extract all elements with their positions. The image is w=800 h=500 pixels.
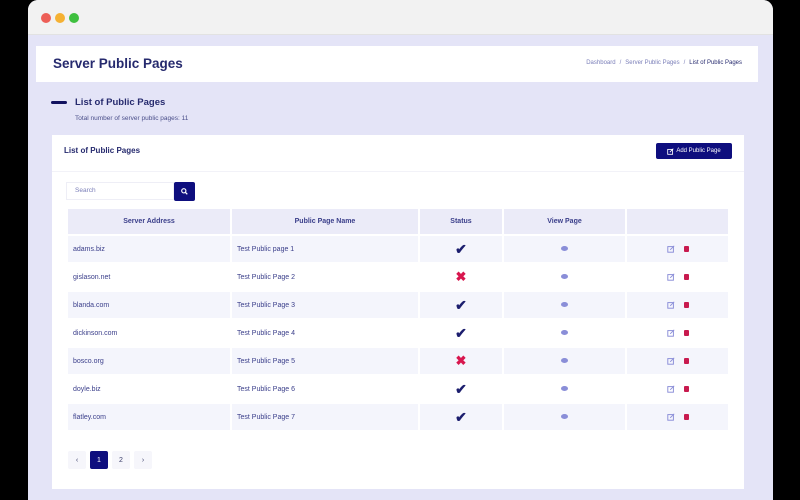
section-bar-icon: [51, 101, 67, 104]
table-row: flatley.com Test Public Page 7 ✔: [68, 404, 728, 430]
breadcrumb-dashboard[interactable]: Dashboard: [586, 60, 616, 66]
page-name: Test Public Page 6: [232, 376, 418, 402]
server-address: bosco.org: [68, 348, 230, 374]
page-1-button[interactable]: 1: [90, 451, 108, 469]
edit-icon[interactable]: [666, 301, 675, 309]
breadcrumb-server-public-pages[interactable]: Server Public Pages: [625, 60, 680, 66]
view-eye-icon[interactable]: [561, 413, 568, 419]
view-eye-icon[interactable]: [561, 329, 568, 335]
page-2-button[interactable]: 2: [112, 451, 130, 469]
status-inactive-x-icon: ✖: [455, 353, 467, 368]
delete-trash-icon[interactable]: [683, 386, 689, 392]
column-header-server-address: Server Address: [68, 209, 230, 234]
view-eye-icon[interactable]: [561, 245, 568, 251]
page-name: Test Public page 1: [232, 236, 418, 262]
table-row: bosco.org Test Public Page 5 ✖: [68, 348, 728, 374]
column-header-view-page: View Page: [504, 209, 625, 234]
close-window-button[interactable]: [41, 13, 51, 23]
search-input[interactable]: Search: [66, 182, 174, 200]
status-active-check-icon: ✔: [455, 240, 467, 257]
edit-icon[interactable]: [666, 357, 675, 365]
card-title: List of Public Pages: [64, 146, 141, 155]
edit-icon[interactable]: [666, 245, 675, 253]
breadcrumb: Dashboard / Server Public Pages / List of Pu…: [586, 60, 742, 66]
edit-icon[interactable]: [666, 329, 675, 337]
public-pages-card: List of Public Pages Add Public Page Sea…: [52, 135, 744, 489]
column-header-page-name: Public Page Name: [232, 209, 418, 234]
page-title: Server Public Pages: [53, 56, 183, 71]
server-address: flatley.com: [68, 404, 230, 430]
server-address: gislason.net: [68, 264, 230, 290]
server-address: blanda.com: [68, 292, 230, 318]
breadcrumb-current: List of Public Pages: [689, 60, 742, 66]
table-row: dickinson.com Test Public Page 4 ✔: [68, 320, 728, 346]
server-address: dickinson.com: [68, 320, 230, 346]
edit-icon: [667, 147, 674, 155]
maximize-window-button[interactable]: [69, 13, 79, 23]
delete-trash-icon[interactable]: [683, 274, 689, 280]
edit-icon[interactable]: [666, 385, 675, 393]
server-address: adams.biz: [68, 236, 230, 262]
page-name: Test Public Page 2: [232, 264, 418, 290]
title-bar: [28, 0, 773, 35]
table-row: adams.biz Test Public page 1 ✔: [68, 236, 728, 262]
page-name: Test Public Page 3: [232, 292, 418, 318]
view-eye-icon[interactable]: [561, 385, 568, 391]
section-title: List of Public Pages: [75, 97, 166, 108]
add-public-page-button[interactable]: Add Public Page: [656, 143, 732, 159]
search-icon: [181, 188, 188, 195]
column-header-status: Status: [420, 209, 502, 234]
page-name: Test Public Page 5: [232, 348, 418, 374]
page-header: Server Public Pages Dashboard / Server Pub…: [36, 46, 758, 82]
minimize-window-button[interactable]: [55, 13, 65, 23]
delete-trash-icon[interactable]: [683, 246, 689, 252]
prev-page-button[interactable]: ‹: [68, 451, 86, 469]
edit-icon[interactable]: [666, 273, 675, 281]
public-pages-table: Server Address Public Page Name Status V…: [66, 207, 730, 432]
view-eye-icon[interactable]: [561, 301, 568, 307]
search-button[interactable]: [174, 182, 195, 201]
table-row: gislason.net Test Public Page 2 ✖: [68, 264, 728, 290]
delete-trash-icon[interactable]: [683, 330, 689, 336]
browser-window: Server Public Pages Dashboard / Server Pub…: [28, 0, 773, 500]
status-inactive-x-icon: ✖: [455, 269, 467, 284]
delete-trash-icon[interactable]: [683, 302, 689, 308]
status-active-check-icon: ✔: [455, 408, 467, 425]
table-row: blanda.com Test Public Page 3 ✔: [68, 292, 728, 318]
column-header-actions: [627, 209, 728, 234]
delete-trash-icon[interactable]: [683, 358, 689, 364]
add-public-page-label: Add Public Page: [676, 148, 721, 154]
status-active-check-icon: ✔: [455, 324, 467, 341]
view-eye-icon[interactable]: [561, 273, 568, 279]
edit-icon[interactable]: [666, 413, 675, 421]
divider: [52, 171, 744, 172]
view-eye-icon[interactable]: [561, 357, 568, 363]
table-row: doyle.biz Test Public Page 6 ✔: [68, 376, 728, 402]
next-page-button[interactable]: ›: [134, 451, 152, 469]
status-active-check-icon: ✔: [455, 380, 467, 397]
page-name: Test Public Page 7: [232, 404, 418, 430]
server-address: doyle.biz: [68, 376, 230, 402]
status-active-check-icon: ✔: [455, 296, 467, 313]
delete-trash-icon[interactable]: [683, 414, 689, 420]
pagination: ‹ 1 2 ›: [68, 451, 152, 469]
total-count-text: Total number of server public pages: 11: [75, 115, 189, 122]
page-name: Test Public Page 4: [232, 320, 418, 346]
